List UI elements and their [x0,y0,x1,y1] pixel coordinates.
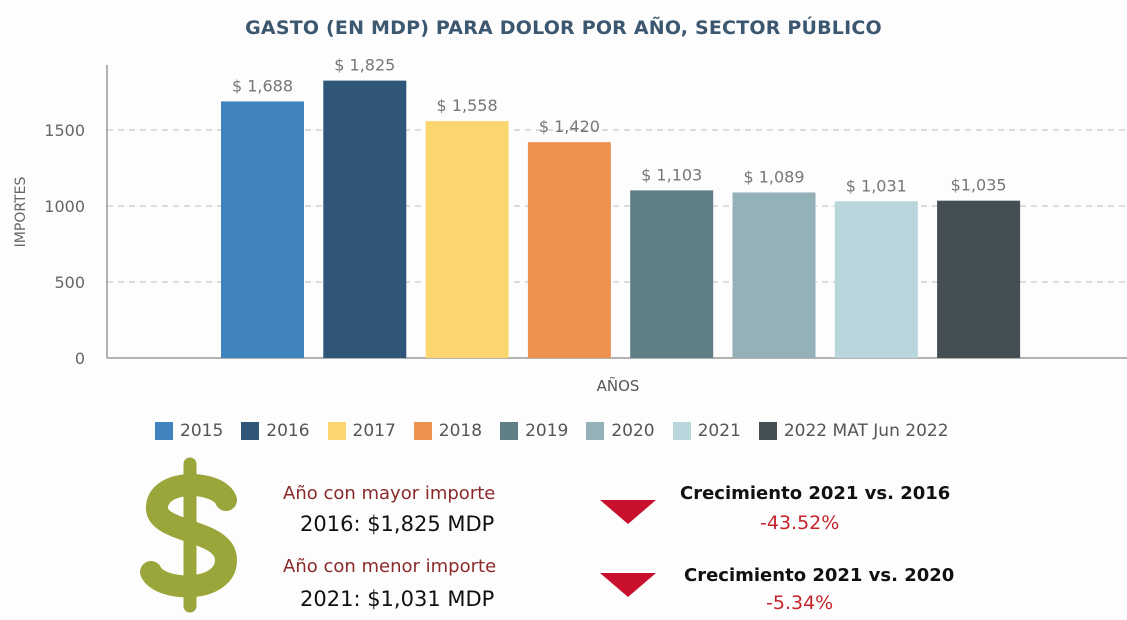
max-year-value: 2016: $1,825 MDP [300,512,495,536]
legend-label: 2015 [180,421,224,441]
bar-2018 [527,142,611,358]
y-tick-label: 500 [54,273,85,292]
bar-2017 [425,121,509,359]
legend-label: 2018 [438,421,483,441]
bar-chart: 0 500 1000 1500 IMPORTES AÑOS $ 1,688 $ 1,825 $ … [13,56,1127,395]
legend-item: 2016 [241,421,310,441]
max-year-label: Año con mayor importe [283,483,496,504]
x-axis-label: AÑOS [597,376,640,395]
bar-2022 [937,200,1021,358]
growth-2021-2020-value: -5.34% [766,592,834,614]
y-tick-label: 1500 [44,121,85,140]
data-label: $ 1,103 [641,165,702,184]
legend-item: 2017 [327,421,396,441]
y-tick-label: 0 [75,349,85,368]
dollar-sign-icon [140,457,238,613]
growth-2021-2016-value: -43.52% [760,512,840,534]
legend-label: 2022 MAT Jun 2022 [783,421,949,441]
data-label: $ 1,825 [334,56,395,75]
legend-item: 2018 [413,421,483,441]
data-label: $ 1,089 [743,167,804,186]
legend-swatch [327,422,346,440]
data-label: $ 1,420 [539,117,600,136]
bar-2016 [323,80,407,358]
down-arrow-icon [600,500,656,524]
growth-2021-2016-label: Crecimiento 2021 vs. 2016 [680,483,951,504]
legend-item: 2019 [500,421,568,441]
legend-swatch [155,422,173,440]
legend: 2015 2016 2017 2018 2019 2020 2021 2022 MAT Jun… [155,421,967,441]
legend-item: 2015 [155,421,223,441]
bar-2021 [834,201,918,358]
legend-item: 2020 [586,421,655,441]
legend-item: 2022 MAT Jun 2022 [758,421,949,441]
y-axis-label: IMPORTES [13,177,29,248]
chart-title: GASTO (EN MDP) PARA DOLOR POR AÑO, SECTO… [245,17,882,39]
legend-swatch [413,422,432,440]
legend-label: 2020 [611,421,655,441]
down-arrow-icon [600,573,656,597]
y-tick-label: 1000 [44,197,85,216]
data-label: $ 1,558 [437,96,498,115]
legend-swatch [672,422,691,440]
legend-item: 2021 [672,421,741,441]
legend-label: 2021 [697,421,741,441]
legend-label: 2016 [266,421,310,441]
growth-2021-2020-label: Crecimiento 2021 vs. 2020 [684,565,955,586]
legend-swatch [241,422,260,440]
bar-2019 [630,190,714,358]
legend-label: 2017 [352,421,396,441]
legend-label: 2019 [525,421,569,441]
data-label: $ 1,688 [232,76,293,95]
legend-swatch [500,422,519,440]
bar-2015 [221,101,304,358]
min-year-label: Año con menor importe [283,556,497,577]
legend-swatch [586,422,605,440]
legend-swatch [758,422,777,440]
data-label: $ 1,031 [846,176,907,195]
data-label: $1,035 [951,176,1007,195]
bar-2020 [732,192,816,358]
min-year-value: 2021: $1,031 MDP [300,587,495,611]
